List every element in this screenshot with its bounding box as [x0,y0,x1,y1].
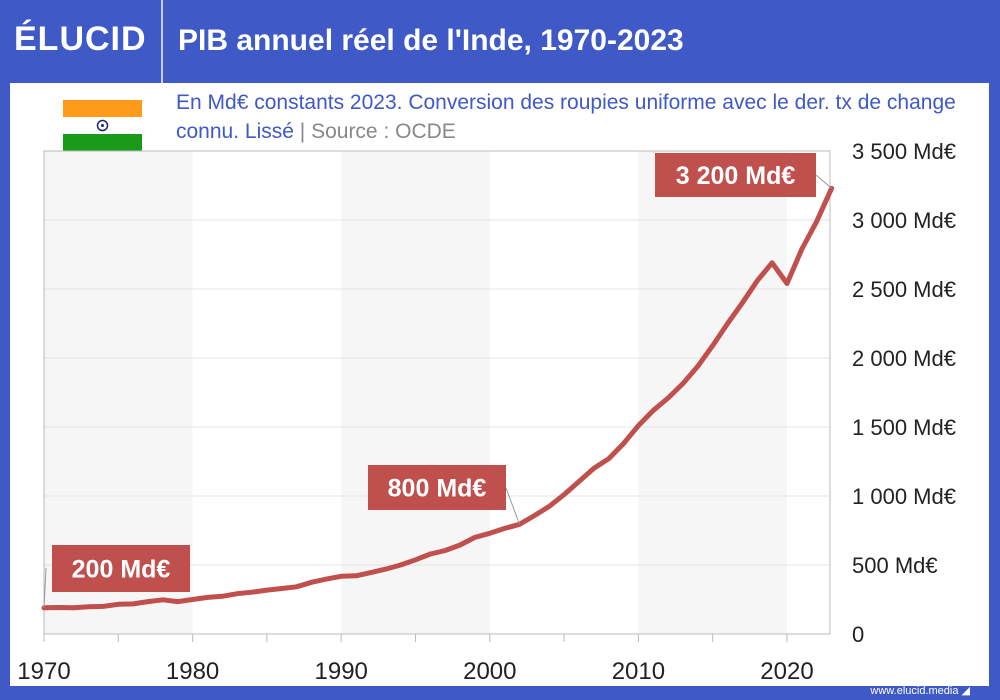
separator: | [299,120,306,143]
annotation-leader [815,174,832,189]
x-tick-label: 1990 [315,658,368,685]
footer-url-text[interactable]: www.elucid.media [870,685,959,697]
y-tick-label: 3 500 Md€ [852,139,956,164]
header-divider [161,0,163,83]
footer-url[interactable]: www.elucid.media ◢ [870,684,970,697]
y-tick-label: 500 Md€ [852,553,938,578]
annotation-box [368,465,506,510]
source-text: Source : OCDE [311,120,456,143]
plot-border [43,150,831,635]
y-tick-label: 3 000 Md€ [852,208,956,233]
grid-band [341,151,490,634]
y-tick-label: 1 500 Md€ [852,415,956,440]
annotation-box [655,153,816,197]
annotation-leader [505,487,520,525]
x-tick-label: 2010 [612,658,665,685]
x-tick-label: 1970 [17,658,70,685]
y-tick-label: 1 000 Md€ [852,484,956,509]
chart-title: PIB annuel réel de l'Inde, 1970-2023 [178,24,684,57]
annotation-label: 200 Md€ [72,556,171,584]
x-tick-label: 2000 [463,658,516,685]
x-tick-label: 2020 [760,658,813,685]
gdp-series-line [41,185,835,611]
annotation-label: 800 Md€ [388,475,487,503]
annotation-label: 3 200 Md€ [676,162,796,190]
y-tick-label: 2 000 Md€ [852,346,956,371]
y-tick-label: 2 500 Md€ [852,277,956,302]
subtitle-text: En Md€ constants 2023. Conversion des ro… [176,91,956,143]
annotation-box [52,545,190,592]
india-flag-icon [63,100,142,151]
elucid-logo: ÉLUCID [14,20,147,58]
header: ÉLUCID PIB annuel réel de l'Inde, 1970-2… [0,0,1000,83]
subtitle: En Md€ constants 2023. Conversion des ro… [176,88,996,146]
elucid-flag-icon: ◢ [961,685,970,697]
grid-band [638,151,787,634]
annotation-leader [43,567,47,608]
x-tick-label: 1980 [166,658,219,685]
y-tick-label: 0 [852,622,864,647]
